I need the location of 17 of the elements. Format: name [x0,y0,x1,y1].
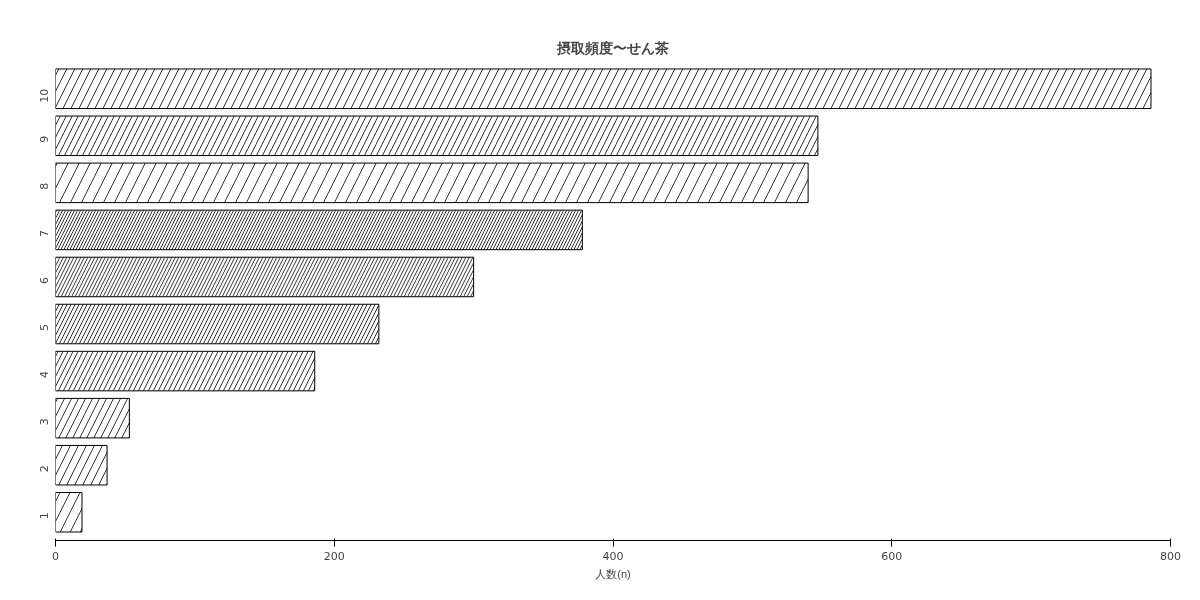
y-tick-label: 10 [38,88,52,103]
y-tick-label: 7 [38,229,52,237]
x-tick-label: 200 [323,549,345,563]
y-tick-label: 1 [38,512,52,520]
chart-title: 摂取頻度〜せん茶 [556,39,669,56]
y-tick-label: 9 [38,135,52,143]
y-tick-label: 2 [38,465,52,473]
x-tick-label: 400 [602,549,624,563]
y-tick-label: 6 [38,276,52,284]
x-tick-label: 600 [881,549,903,563]
x-axis-title: 人数(n) [595,567,631,580]
y-tick-label: 4 [38,371,52,379]
x-tick-label: 800 [1160,549,1181,563]
y-tick-label: 3 [38,418,52,426]
y-tick-label: 5 [38,324,52,332]
y-tick-label: 8 [38,182,52,190]
x-tick-label: 0 [52,549,59,563]
